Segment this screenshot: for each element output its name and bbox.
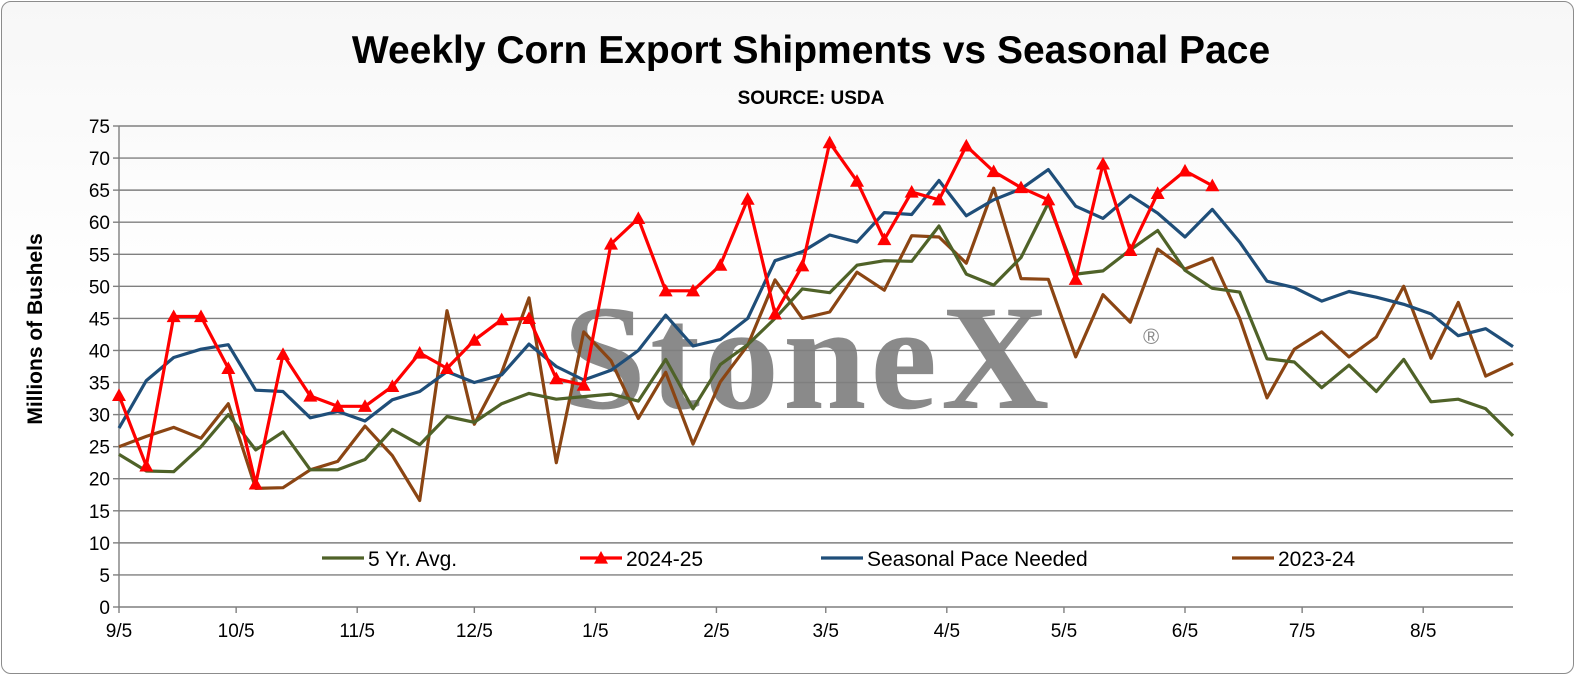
data-point-2024-25: [467, 333, 482, 346]
series-line-5-yr-avg-: [118, 201, 1515, 474]
stonex-watermark: StoneX ®: [563, 275, 1160, 441]
data-point-2024-25: [713, 258, 728, 271]
y-tick-label: 15: [89, 502, 110, 523]
y-tick-label: 0: [99, 598, 110, 619]
x-tick-label: 12/5: [456, 621, 493, 642]
y-tick-label: 75: [89, 117, 110, 138]
y-tick-label: 30: [89, 406, 110, 427]
data-point-2024-25: [166, 309, 181, 323]
x-tick-label: 4/5: [934, 621, 960, 642]
data-point-2024-25: [576, 378, 591, 391]
grid-lines: [113, 125, 1513, 608]
y-tick-label: 10: [89, 534, 110, 555]
data-point-2024-25: [412, 346, 427, 359]
y-tick-label: 5: [99, 566, 110, 587]
data-point-2024-25: [850, 174, 864, 187]
y-tick-label: 45: [89, 309, 110, 330]
y-tick-label: 65: [89, 181, 110, 202]
data-point-2024-25: [768, 306, 782, 320]
data-point-2024-25: [1150, 186, 1165, 199]
legend-label-2024-25: 2024-25: [626, 548, 703, 571]
x-tick-label: 5/5: [1051, 621, 1077, 642]
data-point-2024-25: [303, 389, 318, 402]
data-point-2024-25: [604, 237, 618, 250]
data-point-2024-25: [522, 311, 536, 324]
data-point-2024-25: [986, 164, 1001, 178]
data-point-2024-25: [494, 312, 509, 326]
x-tick-label: 2/5: [703, 621, 729, 642]
data-point-2024-25: [1096, 156, 1110, 170]
data-point-2024-25: [631, 211, 646, 224]
x-tick-label: 10/5: [218, 621, 255, 642]
y-axis-label: Millions of Bushels: [24, 233, 47, 424]
data-point-2024-25: [221, 361, 236, 375]
data-point-2024-25: [1041, 192, 1056, 206]
data-point-2024-25: [904, 185, 919, 198]
data-point-2024-25: [1014, 180, 1028, 194]
data-point-2024-25: [112, 388, 126, 401]
y-tick-label: 60: [89, 213, 110, 234]
data-point-2024-25: [194, 309, 208, 323]
legend-label-seasonal-pace-needed: Seasonal Pace Needed: [867, 548, 1088, 571]
data-point-2024-25: [276, 347, 290, 360]
x-tick-label: 8/5: [1410, 621, 1436, 642]
data-point-2024-25: [330, 399, 345, 412]
data-point-2024-25: [385, 379, 400, 392]
data-point-2024-25: [1205, 178, 1220, 192]
series-lines: [112, 135, 1515, 503]
watermark-registered-mark: ®: [1143, 324, 1159, 349]
x-tick-label: 6/5: [1172, 621, 1198, 642]
data-point-2024-25: [139, 458, 154, 472]
x-tick-label: 11/5: [339, 621, 375, 642]
data-point-2024-25: [932, 192, 946, 206]
legend-label-5-yr-avg-: 5 Yr. Avg.: [368, 548, 457, 571]
x-tick-label: 1/5: [582, 621, 608, 642]
y-tick-label: 50: [89, 277, 110, 298]
data-point-2024-25: [795, 258, 810, 272]
x-tick-labels: 9/5 10/5 11/5 12/5 1/5 2/5 3/5 4/5 5/5 6/5 7/5 8/5: [106, 607, 1436, 642]
series-line-seasonal-pace-needed: [117, 168, 1514, 429]
data-point-2024-25: [740, 192, 755, 205]
y-tick-label: 40: [89, 341, 110, 362]
legend: 5 Yr. Avg. 2024-25 Seasonal Pace Needed 202…: [322, 548, 1355, 571]
chart-subtitle: SOURCE: USDA: [738, 88, 885, 109]
axes: [118, 126, 1513, 608]
data-point-2024-25: [686, 283, 700, 297]
watermark-logo-text: StoneX: [563, 275, 1054, 441]
data-point-2024-25: [549, 371, 564, 385]
data-point-2024-25: [440, 361, 454, 375]
y-tick-label: 35: [89, 374, 110, 395]
legend-label-2023-24: 2023-24: [1278, 548, 1355, 571]
chart-title: Weekly Corn Export Shipments vs Seasonal…: [352, 29, 1270, 72]
x-tick-label: 9/5: [106, 621, 132, 642]
x-tick-label: 7/5: [1289, 621, 1315, 642]
data-point-2024-25: [1123, 243, 1138, 257]
data-point-2024-25: [1178, 163, 1192, 177]
y-tick-label: 25: [89, 438, 110, 459]
data-point-2024-25: [822, 135, 837, 149]
y-tick-label: 70: [89, 149, 110, 170]
y-tick-labels: 0 5 10 15 20 25 30 35 40 45 50 55 60 65 70 75: [89, 117, 110, 619]
y-tick-label: 20: [89, 470, 110, 491]
data-point-2024-25: [1068, 272, 1083, 285]
data-point-2024-25: [959, 138, 974, 152]
series-line-2023-24: [118, 186, 1514, 503]
data-point-2024-25: [658, 283, 673, 297]
y-tick-label: 55: [89, 245, 110, 266]
data-point-2024-25: [877, 232, 892, 246]
data-point-2024-25: [248, 476, 263, 490]
x-tick-label: 3/5: [813, 621, 839, 642]
data-point-2024-25: [358, 399, 372, 412]
legend-marker-2024-25: [594, 551, 608, 564]
